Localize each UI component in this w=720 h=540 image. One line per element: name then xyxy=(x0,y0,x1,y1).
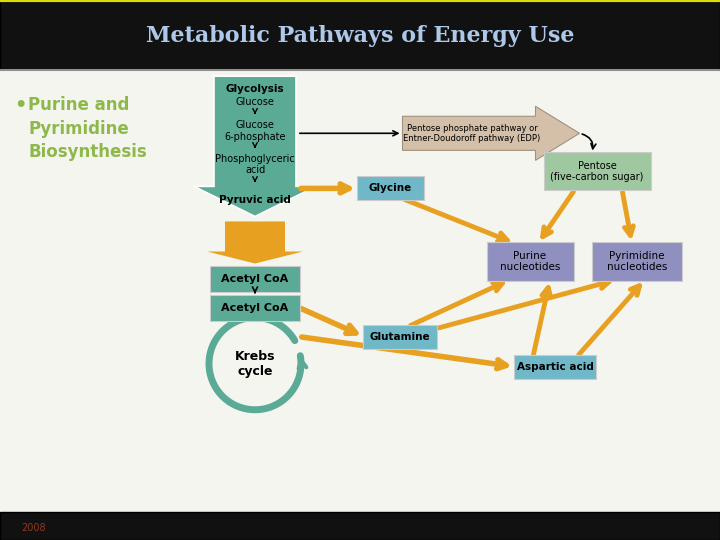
Text: Purine
nucleotides: Purine nucleotides xyxy=(500,251,560,272)
FancyBboxPatch shape xyxy=(592,242,682,281)
Text: Glucose: Glucose xyxy=(235,97,274,107)
FancyBboxPatch shape xyxy=(544,152,650,191)
Text: Glycolysis: Glycolysis xyxy=(225,84,284,94)
Text: Metabolic Pathways of Energy Use: Metabolic Pathways of Energy Use xyxy=(145,25,575,46)
Text: Acetyl CoA: Acetyl CoA xyxy=(221,302,289,313)
Text: Pentose phosphate pathway or
Entner-Doudoroff pathway (EDP): Pentose phosphate pathway or Entner-Doud… xyxy=(403,124,541,143)
FancyBboxPatch shape xyxy=(210,266,300,292)
Polygon shape xyxy=(207,221,303,264)
Text: Aspartic acid: Aspartic acid xyxy=(516,362,593,372)
Text: Glutamine: Glutamine xyxy=(369,332,431,342)
Text: Acetyl CoA: Acetyl CoA xyxy=(221,274,289,284)
Text: Phosphoglyceric
acid: Phosphoglyceric acid xyxy=(215,153,295,175)
FancyBboxPatch shape xyxy=(356,177,423,200)
Polygon shape xyxy=(402,106,580,160)
Text: Glucose
6-phosphate: Glucose 6-phosphate xyxy=(224,120,286,142)
Text: Pyruvic acid: Pyruvic acid xyxy=(219,195,291,205)
FancyBboxPatch shape xyxy=(210,294,300,321)
FancyBboxPatch shape xyxy=(487,242,574,281)
Text: Pyrimidine
nucleotides: Pyrimidine nucleotides xyxy=(607,251,667,272)
Text: Purine and
Pyrimidine
Biosynthesis: Purine and Pyrimidine Biosynthesis xyxy=(28,96,147,161)
FancyBboxPatch shape xyxy=(363,325,437,349)
Text: Krebs
cycle: Krebs cycle xyxy=(235,350,275,377)
Polygon shape xyxy=(194,76,316,217)
FancyBboxPatch shape xyxy=(514,355,596,379)
Text: Glycine: Glycine xyxy=(369,184,412,193)
Text: 2008: 2008 xyxy=(22,523,46,533)
Text: •: • xyxy=(14,96,27,115)
Text: Pentose
(five-carbon sugar): Pentose (five-carbon sugar) xyxy=(550,160,644,182)
